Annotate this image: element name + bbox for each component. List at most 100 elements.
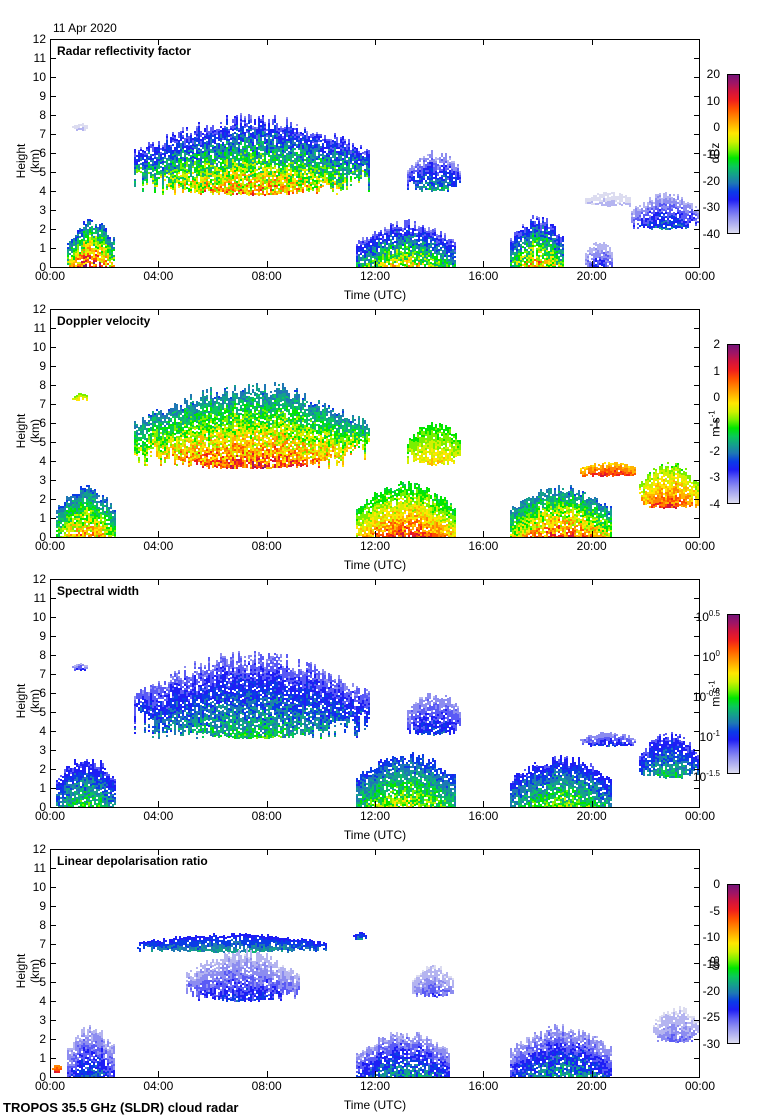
y-tick-label: 12: [32, 572, 46, 586]
x-tick-mark-top: [375, 849, 376, 855]
x-tick-label: 00:00: [34, 539, 66, 553]
instrument-label: TROPOS 35.5 GHz (SLDR) cloud radar: [3, 1100, 239, 1115]
y-tick-mark: [50, 229, 56, 230]
x-tick-mark-top: [591, 309, 593, 315]
x-tick-label: 08:00: [251, 269, 282, 283]
heatmap-doppler-velocity: [51, 310, 699, 537]
y-tick-label: 5: [39, 705, 46, 719]
y-tick-label: 1: [39, 781, 46, 795]
x-tick-label: 00:00: [684, 1079, 716, 1093]
colorbar-tick-label: 0: [713, 877, 720, 891]
y-tick-mark: [50, 347, 56, 348]
y-tick-mark-right: [694, 96, 700, 97]
y-tick-mark: [50, 537, 56, 538]
colorbar-tick-label: 20: [706, 67, 720, 81]
y-tick-mark-right: [694, 423, 700, 424]
y-tick-mark: [50, 788, 56, 789]
y-tick-mark-right: [694, 153, 700, 154]
x-tick-mark-top: [158, 309, 160, 315]
x-axis-label: Time (UTC): [343, 828, 407, 842]
x-axis-label: Time (UTC): [343, 288, 407, 302]
y-tick-mark: [50, 636, 56, 637]
y-tick-label: 3: [39, 203, 46, 217]
colorbar-tick-label: 10-1.5: [692, 769, 720, 784]
x-tick-label: 12:00: [359, 539, 391, 553]
x-tick-mark: [375, 531, 376, 537]
colorbar-tick-label: 0: [713, 390, 720, 405]
colorbar-tick-label: -20: [702, 983, 720, 998]
x-tick-mark: [158, 531, 160, 537]
y-tick-label: 0: [39, 800, 46, 814]
y-tick-label: 1: [39, 511, 46, 525]
x-tick-label: 08:00: [251, 539, 282, 553]
y-tick-mark-right: [694, 750, 700, 751]
y-tick-mark-right: [694, 499, 700, 500]
y-tick-mark-right: [694, 328, 700, 329]
colorbar-tick-label: -40: [702, 227, 720, 241]
heatmap-reflectivity: [51, 40, 699, 267]
y-axis-label: Height (km): [14, 413, 42, 449]
y-tick-mark-right: [694, 134, 700, 135]
y-tick-label: 5: [39, 975, 46, 989]
y-tick-label: 8: [39, 648, 46, 662]
x-tick-mark-top: [591, 39, 593, 45]
y-tick-label: 5: [39, 435, 46, 449]
y-tick-mark-right: [694, 925, 700, 926]
y-tick-label: 3: [39, 1013, 46, 1027]
y-tick-mark-right: [694, 579, 700, 580]
y-tick-label: 12: [32, 842, 46, 856]
x-tick-label: 08:00: [251, 809, 282, 823]
y-tick-label: 7: [39, 667, 46, 681]
colorbar-tick-label: -10: [702, 147, 720, 161]
y-tick-mark-right: [694, 77, 700, 78]
y-tick-mark: [50, 267, 56, 268]
x-tick-label: 00:00: [34, 809, 66, 823]
y-tick-label: 6: [39, 686, 46, 700]
x-tick-mark-top: [591, 579, 593, 585]
y-tick-mark-right: [694, 115, 700, 116]
y-tick-mark: [50, 518, 56, 519]
y-tick-label: 7: [39, 937, 46, 951]
x-tick-label: 00:00: [34, 269, 66, 283]
y-tick-label: 0: [39, 530, 46, 544]
x-tick-label: 16:00: [468, 809, 499, 823]
y-tick-mark-right: [694, 944, 700, 945]
y-tick-mark-right: [694, 480, 700, 481]
x-tick-label: 04:00: [143, 269, 174, 283]
colorbar-tick-label: 2: [713, 337, 720, 351]
y-tick-mark-right: [694, 982, 700, 983]
x-tick-label: 12:00: [359, 1079, 391, 1093]
y-tick-mark-right: [694, 461, 700, 462]
x-tick-mark: [266, 531, 268, 537]
y-tick-mark-right: [694, 963, 700, 964]
y-tick-mark: [50, 480, 56, 481]
x-axis-label: Time (UTC): [343, 1098, 407, 1112]
y-tick-mark-right: [694, 868, 700, 869]
x-tick-mark: [591, 1071, 593, 1077]
y-tick-label: 9: [39, 89, 46, 103]
y-tick-mark: [50, 769, 56, 770]
y-tick-mark-right: [694, 731, 700, 732]
y-tick-mark: [50, 925, 56, 926]
y-tick-mark-right: [694, 1001, 700, 1002]
y-tick-mark-right: [694, 849, 700, 850]
panel-title-depolarisation: Linear depolarisation ratio: [57, 854, 208, 868]
y-tick-label: 3: [39, 473, 46, 487]
y-tick-label: 6: [39, 146, 46, 160]
x-tick-mark-top: [375, 579, 376, 585]
y-tick-mark: [50, 1020, 56, 1021]
y-tick-mark-right: [694, 442, 700, 443]
y-tick-mark: [50, 210, 56, 211]
x-tick-mark-top: [483, 39, 485, 45]
x-tick-mark-top: [375, 39, 376, 45]
y-tick-mark: [50, 461, 56, 462]
y-tick-mark: [50, 1077, 56, 1078]
x-tick-mark-top: [483, 849, 485, 855]
y-tick-mark: [50, 96, 56, 97]
y-tick-mark-right: [694, 712, 700, 713]
x-tick-mark: [375, 801, 376, 807]
y-tick-mark-right: [694, 191, 700, 192]
y-tick-label: 8: [39, 918, 46, 932]
panel-reflectivity: Radar reflectivity factor Height (km) 0 1 2 3…: [0, 0, 780, 302]
y-tick-mark-right: [694, 887, 700, 888]
